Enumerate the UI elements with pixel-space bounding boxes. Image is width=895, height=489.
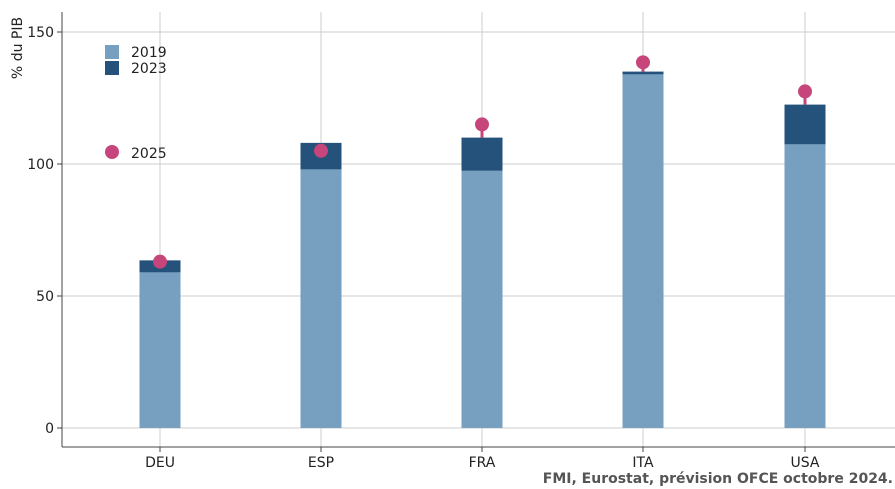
point-2025-fra xyxy=(475,117,489,132)
y-tick-labels: 0 50 100 150 xyxy=(27,25,62,437)
y-tick-label: 150 xyxy=(27,25,54,41)
bar-2019-usa xyxy=(784,144,826,428)
x-tick-label: FRA xyxy=(469,455,496,470)
legend-label-2023: 2023 xyxy=(131,61,167,77)
points xyxy=(153,55,812,269)
y-tick-label: 50 xyxy=(36,289,54,305)
legend-label-2019: 2019 xyxy=(131,45,167,61)
point-2025-usa xyxy=(798,84,812,99)
x-tick-label: USA xyxy=(791,455,820,470)
bar-2019-esp xyxy=(300,169,342,428)
x-tick-label: ESP xyxy=(308,455,334,470)
axes xyxy=(61,12,895,448)
y-axis-label: % du PIB xyxy=(10,17,26,79)
point-2025-esp xyxy=(314,143,328,158)
x-tick-labels: DEU ESP FRA ITA USA xyxy=(145,447,820,470)
source-note: FMI, Eurostat, prévision OFCE octobre 20… xyxy=(542,471,893,487)
legend-swatch-2023 xyxy=(105,61,119,75)
bars xyxy=(139,71,826,429)
y-tick-label: 100 xyxy=(27,157,54,173)
legend-swatch-2025 xyxy=(105,145,119,159)
legend-swatch-2019 xyxy=(105,45,119,59)
bar-2019-deu xyxy=(139,272,181,428)
point-2025-ita xyxy=(636,55,650,70)
x-tick-label: ITA xyxy=(632,455,654,470)
point-2025-deu xyxy=(153,254,167,269)
y-tick-label: 0 xyxy=(45,421,54,437)
bar-2019-ita xyxy=(622,74,664,429)
bar-2019-fra xyxy=(461,170,503,428)
legend-label-2025: 2025 xyxy=(131,146,167,162)
x-tick-label: DEU xyxy=(145,455,175,470)
